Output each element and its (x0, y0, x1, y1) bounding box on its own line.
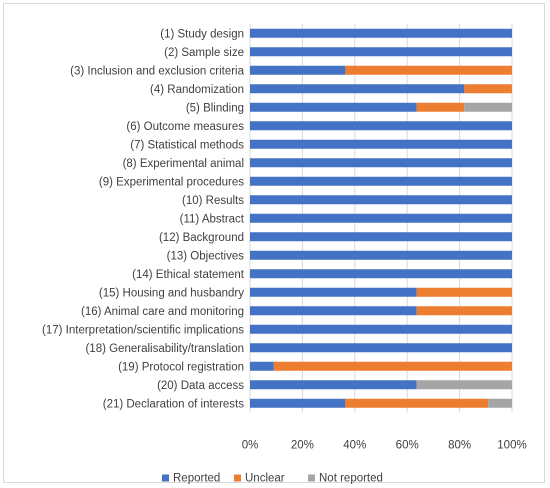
category-label: (3) Inclusion and exclusion criteria (70, 65, 244, 77)
category-label: (6) Outcome measures (126, 121, 244, 133)
x-tick-label: 60% (396, 440, 419, 452)
category-label: (1) Study design (160, 28, 244, 40)
bar-segment-reported (250, 213, 512, 223)
bar-segment-not-reported (464, 102, 512, 112)
category-label: (12) Background (159, 232, 244, 244)
bar-segment-reported (250, 232, 512, 242)
bar-segment-reported (250, 324, 512, 334)
bar-segment-reported (250, 176, 512, 186)
category-label: (15) Housing and husbandry (99, 287, 244, 299)
bar-segment-reported (250, 47, 512, 57)
bar-segment-unclear (273, 361, 512, 371)
x-tick-label: 40% (343, 440, 366, 452)
category-label: (9) Experimental procedures (99, 176, 244, 188)
legend-swatch (234, 474, 241, 482)
bar-segment-unclear (416, 287, 512, 297)
legend-label: Not reported (319, 473, 383, 485)
category-label: (19) Protocol registration (118, 361, 244, 373)
x-tick-labels: 0% 20% 40% 60% 80% 100% (242, 440, 527, 452)
category-label: (5) Blinding (186, 102, 244, 114)
bar-segment-reported (250, 361, 274, 371)
bar-segment-unclear (345, 398, 489, 408)
bar-segment-reported (250, 380, 417, 390)
bars (250, 28, 512, 408)
bar-segment-reported (250, 250, 512, 260)
bar-segment-reported (250, 269, 512, 279)
legend: Reported Unclear Not reported (162, 473, 383, 485)
stacked-bar-chart: (1) Study design (2) Sample size (3) Inclu… (42, 24, 527, 485)
bar-segment-reported (250, 195, 512, 205)
bar-segment-not-reported (416, 380, 512, 390)
category-label: (11) Abstract (180, 213, 245, 225)
x-tick-label: 100% (497, 440, 526, 452)
bar-segment-not-reported (488, 398, 512, 408)
legend-label: Unclear (245, 473, 285, 485)
bar-segment-reported (250, 287, 417, 297)
bar-segment-reported (250, 121, 512, 131)
category-label: (18) Generalisability/translation (85, 343, 244, 355)
category-label: (13) Objectives (167, 250, 245, 262)
legend-swatch (308, 474, 315, 482)
category-label: (2) Sample size (164, 47, 244, 59)
legend-label: Reported (173, 473, 220, 485)
category-label: (4) Randomization (150, 84, 244, 96)
category-label: (20) Data access (157, 380, 244, 392)
bar-segment-unclear (416, 306, 512, 316)
bar-segment-reported (250, 84, 465, 94)
bar-segment-reported (250, 28, 512, 38)
category-label: (17) Interpretation/scientific implicati… (42, 324, 244, 336)
bar-segment-reported (250, 139, 512, 149)
category-label: (14) Ethical statement (132, 269, 245, 281)
chart-frame: (1) Study design (2) Sample size (3) Inclu… (3, 3, 545, 485)
bar-segment-reported (250, 102, 417, 112)
bar-segment-reported (250, 343, 512, 353)
bar-segment-reported (250, 65, 346, 75)
category-label: (16) Animal care and monitoring (81, 306, 244, 318)
x-tick-label: 0% (242, 440, 259, 452)
x-tick-label: 80% (448, 440, 471, 452)
bar-segment-reported (250, 158, 512, 168)
x-tick-label: 20% (291, 440, 314, 452)
category-labels: (1) Study design (2) Sample size (3) Inclu… (42, 28, 245, 410)
bar-segment-unclear (345, 65, 512, 75)
category-label: (21) Declaration of interests (103, 398, 245, 410)
bar-segment-reported (250, 398, 346, 408)
category-label: (8) Experimental animal (123, 158, 244, 170)
bar-segment-reported (250, 306, 417, 316)
bar-segment-unclear (416, 102, 465, 112)
bar-segment-unclear (464, 84, 512, 94)
category-label: (7) Statistical methods (130, 139, 244, 151)
legend-swatch (162, 474, 169, 482)
category-label: (10) Results (182, 195, 244, 207)
